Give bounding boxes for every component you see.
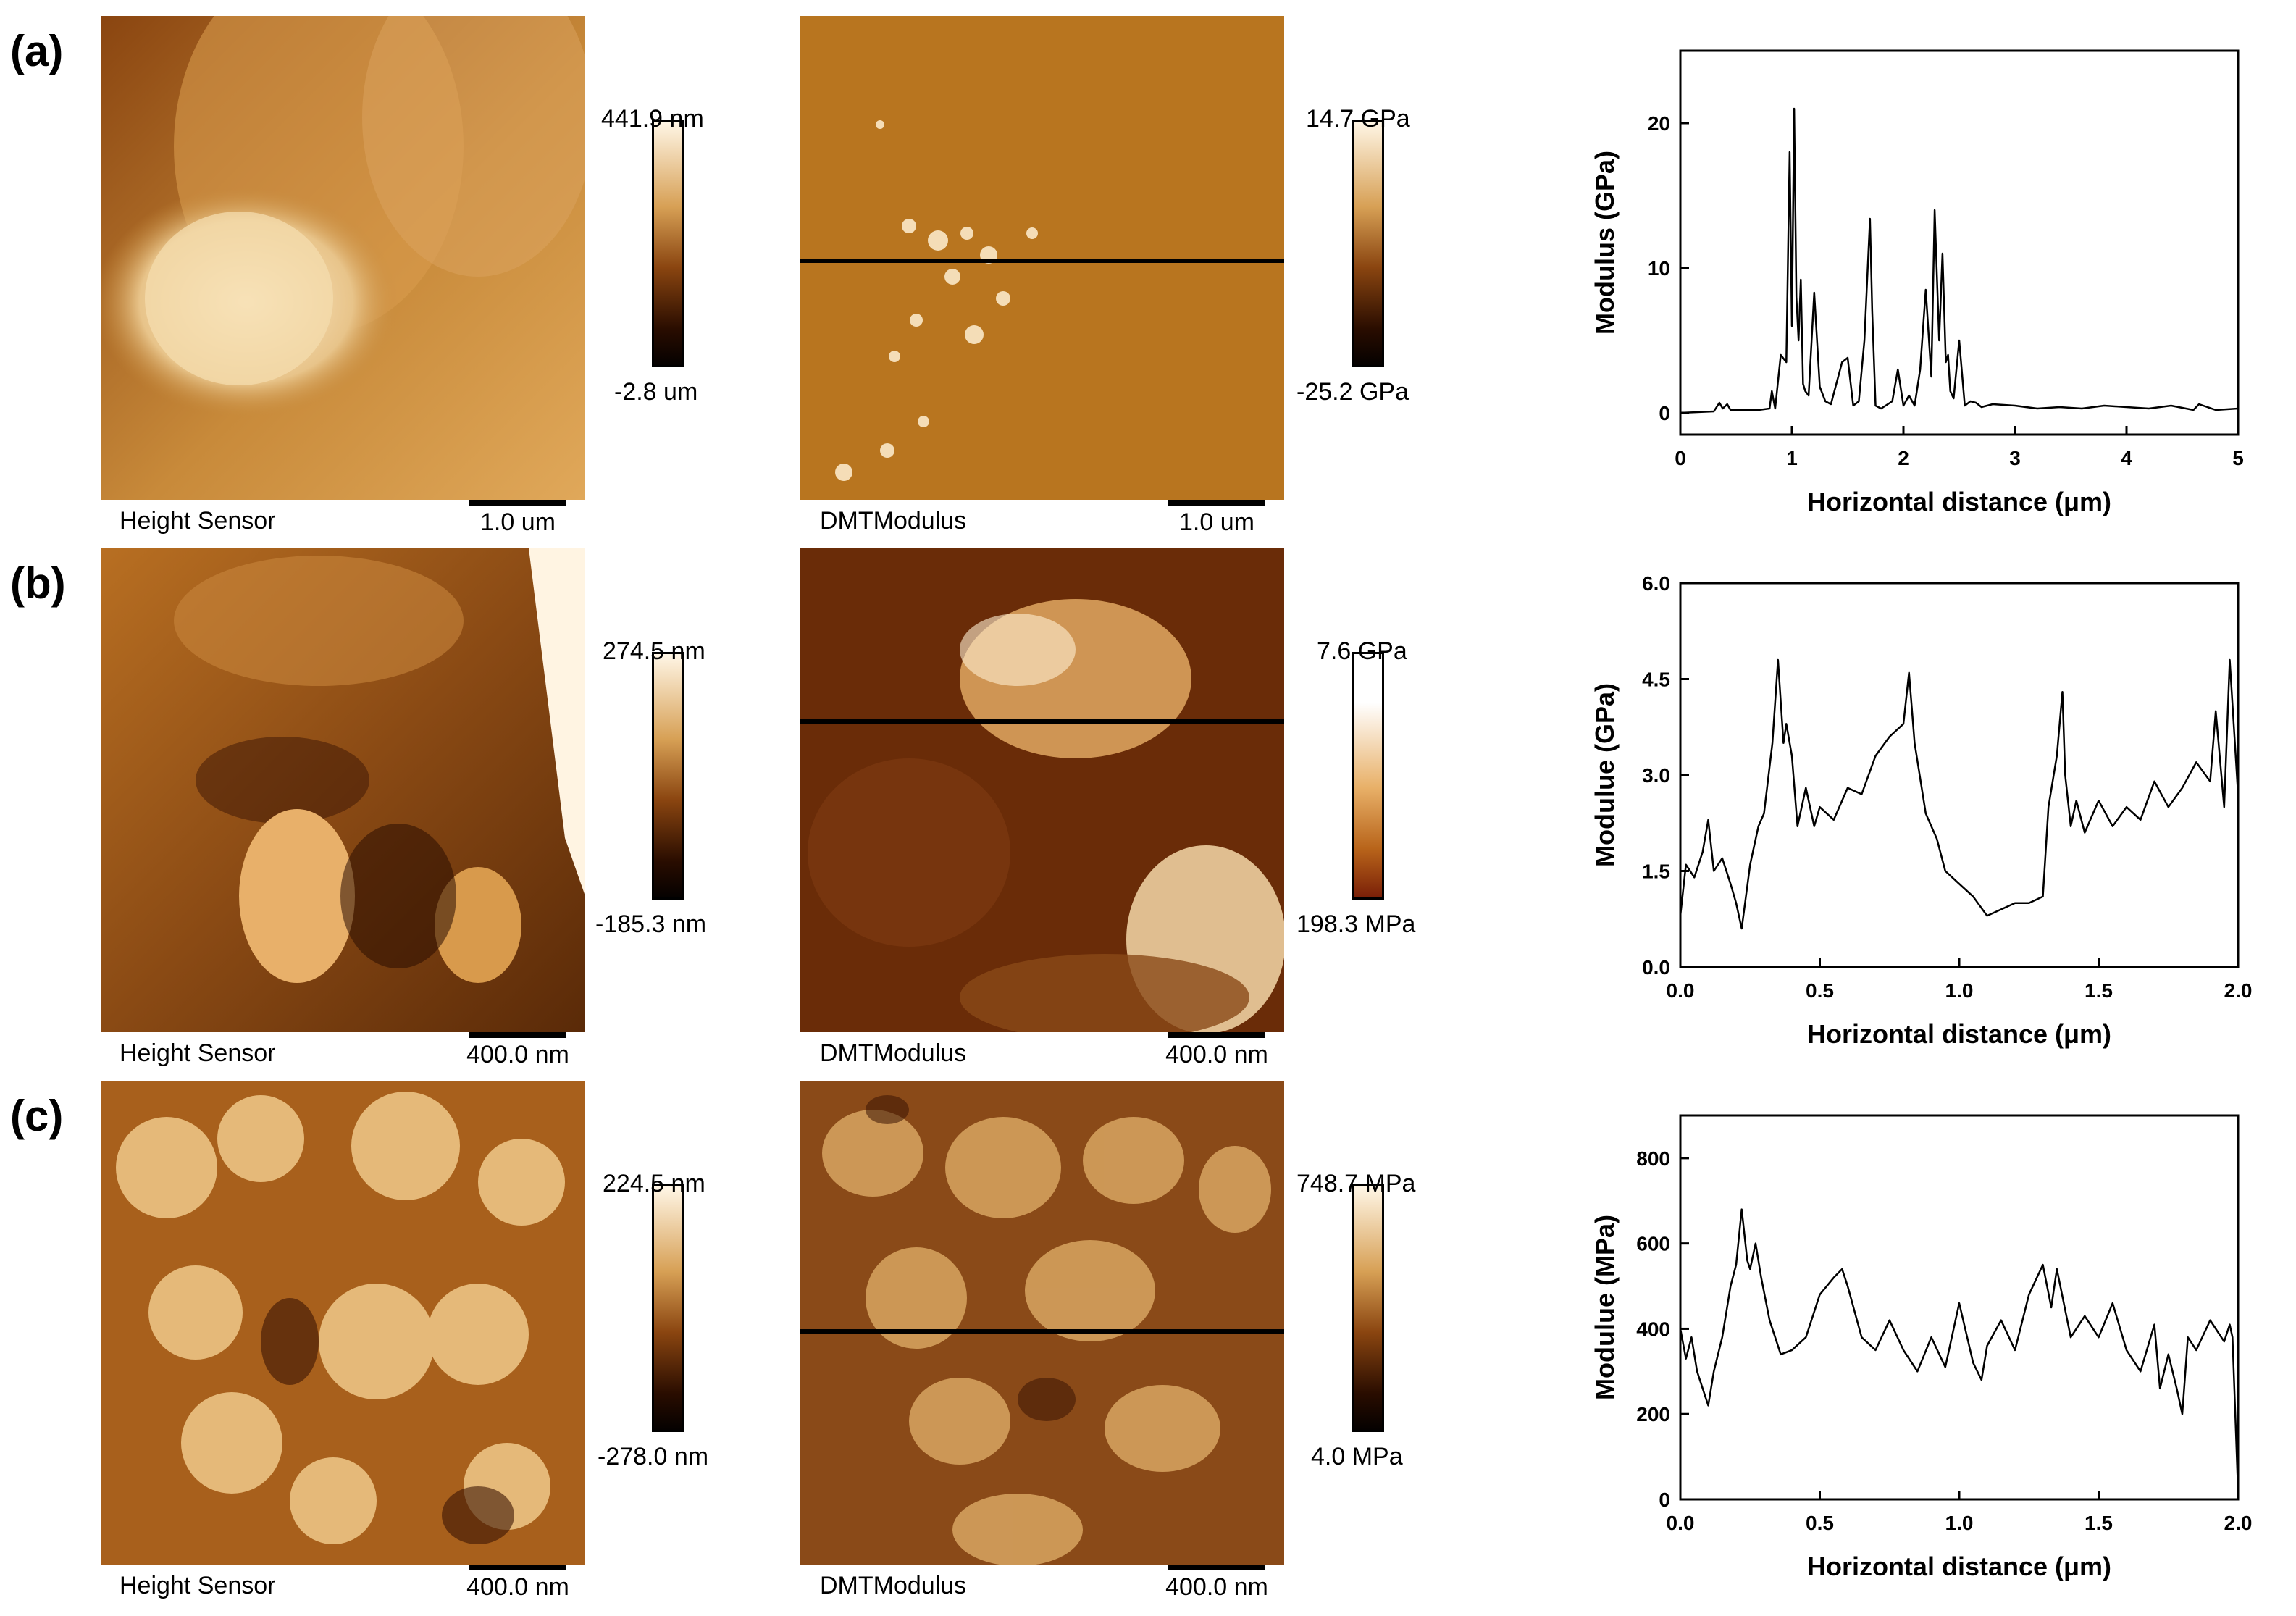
y-tick-label: 20	[1648, 112, 1670, 135]
scalebar	[1168, 1032, 1265, 1038]
y-tick-label: 1.5	[1642, 861, 1670, 883]
scalebar-label: 1.0 um	[480, 508, 556, 536]
scalebar-label: 400.0 nm	[1165, 1573, 1268, 1601]
y-tick-label: 4.5	[1642, 669, 1670, 691]
x-tick-label: 5	[2232, 447, 2244, 469]
scalebar	[469, 500, 566, 506]
scalebar-label: 400.0 nm	[1165, 1041, 1268, 1068]
x-tick-label: 2.0	[2224, 1512, 2253, 1534]
height-colorbar	[652, 652, 684, 900]
colorbar-max-label: 224.5 nm	[603, 1170, 705, 1197]
x-axis-label: Horizontal distance (μm)	[1807, 487, 2111, 516]
height-caption: Height Sensor	[120, 1039, 276, 1067]
modulus-profile-chart: 0.0 0.5 1.0 1.5 2.0 0.0 1.5 3.0 4.5 6.0 Horizontal…	[1572, 540, 2296, 1061]
colorbar-max-label: 14.7 GPa	[1306, 105, 1410, 133]
colorbar-min-label: -2.8 um	[614, 378, 698, 406]
modulus-caption: DMTModulus	[820, 1039, 967, 1067]
height-sensor-image	[101, 16, 585, 500]
series-line	[1680, 107, 2239, 414]
x-tick-label: 0.0	[1667, 979, 1695, 1002]
dmt-modulus-image	[800, 548, 1284, 1032]
scalebar-label: 1.0 um	[1179, 508, 1254, 536]
x-tick-label: 3	[2009, 447, 2021, 469]
height-colorbar	[652, 1184, 684, 1432]
plot-frame	[1679, 582, 2240, 968]
height-colorbar	[652, 120, 684, 367]
dmt-modulus-image	[800, 16, 1284, 500]
scalebar	[1168, 500, 1265, 506]
x-tick-label: 1.5	[2085, 979, 2113, 1002]
modulus-caption: DMTModulus	[820, 507, 967, 535]
profile-line	[800, 719, 1284, 724]
y-tick-label: 0.0	[1642, 956, 1670, 979]
x-tick-label: 1	[1786, 447, 1798, 469]
height-sensor-image	[101, 1081, 585, 1565]
x-tick-label: 0.5	[1806, 1512, 1834, 1534]
colorbar-min-label: -278.0 nm	[598, 1443, 709, 1470]
modulus-profile-chart: 0.0 0.5 1.0 1.5 2.0 0 200 400 600 800 Horizontal d…	[1572, 1072, 2296, 1594]
panel-c: (c) Height Sensor 400.0 nm 224.5 nm -278…	[0, 1065, 2296, 1601]
y-tick-label: 200	[1636, 1403, 1670, 1425]
colorbar-max-label: 274.5 nm	[603, 637, 705, 665]
colorbar-min-label: 198.3 MPa	[1296, 910, 1416, 938]
colorbar-max-label: 748.7 MPa	[1296, 1170, 1416, 1197]
profile-line	[800, 1329, 1284, 1334]
x-axis-label: Horizontal distance (μm)	[1807, 1019, 2111, 1049]
x-tick-label: 0.5	[1806, 979, 1834, 1002]
height-sensor-image	[101, 548, 585, 1032]
series-line	[1679, 658, 2240, 930]
panel-label: (a)	[10, 27, 64, 75]
y-axis-label: Modulus (GPa)	[1590, 151, 1620, 335]
x-tick-label: 2	[1898, 447, 1909, 469]
modulus-caption: DMTModulus	[820, 1572, 967, 1599]
y-tick-label: 600	[1636, 1233, 1670, 1255]
panel-b: (b) Height Sensor 400.0 nm 274.5 nm -185…	[0, 532, 2296, 1068]
colorbar-max-label: 441.9 nm	[601, 105, 704, 133]
plot-frame	[1679, 1114, 2240, 1501]
y-tick-label: 0	[1659, 402, 1670, 424]
y-tick-label: 800	[1636, 1147, 1670, 1170]
height-caption: Height Sensor	[120, 507, 276, 535]
x-tick-label: 4	[2121, 447, 2132, 469]
plot-frame	[1679, 49, 2240, 436]
scalebar	[469, 1565, 566, 1570]
scalebar-label: 400.0 nm	[466, 1041, 569, 1068]
panel-label: (b)	[10, 559, 66, 608]
profile-line	[800, 259, 1284, 263]
y-tick-label: 400	[1636, 1318, 1670, 1340]
colorbar-min-label: -25.2 GPa	[1296, 378, 1409, 406]
x-tick-label: 0.0	[1667, 1512, 1695, 1534]
height-caption: Height Sensor	[120, 1572, 276, 1599]
y-axis-label: Modulue (GPa)	[1590, 683, 1620, 867]
panel-label: (c)	[10, 1092, 64, 1140]
y-axis-label: Modulue (MPa)	[1590, 1215, 1620, 1400]
series-line	[1679, 1208, 2240, 1491]
y-tick-label: 10	[1648, 257, 1670, 280]
modulus-profile-chart: 0 1 2 3 4 5 0 10 20 Horizontal distance (μm) Modul…	[1572, 7, 2296, 529]
panel-a: (a) Height Sensor 1.0 um	[0, 0, 2296, 536]
dmt-modulus-image	[800, 1081, 1284, 1565]
x-tick-label: 0	[1675, 447, 1686, 469]
y-tick-label: 0	[1659, 1489, 1670, 1511]
scalebar-label: 400.0 nm	[466, 1573, 569, 1601]
modulus-colorbar	[1352, 652, 1384, 900]
colorbar-max-label: 7.6 GPa	[1317, 637, 1407, 665]
colorbar-min-label: 4.0 MPa	[1311, 1443, 1403, 1470]
y-tick-label: 6.0	[1642, 572, 1670, 595]
x-tick-label: 2.0	[2224, 979, 2253, 1002]
x-axis-label: Horizontal distance (μm)	[1807, 1552, 2111, 1581]
x-tick-label: 1.0	[1945, 979, 1974, 1002]
modulus-colorbar	[1352, 1184, 1384, 1432]
x-tick-label: 1.5	[2085, 1512, 2113, 1534]
colorbar-min-label: -185.3 nm	[595, 910, 707, 938]
modulus-colorbar	[1352, 120, 1384, 367]
scalebar	[469, 1032, 566, 1038]
y-tick-label: 3.0	[1642, 764, 1670, 787]
x-tick-label: 1.0	[1945, 1512, 1974, 1534]
scalebar	[1168, 1565, 1265, 1570]
